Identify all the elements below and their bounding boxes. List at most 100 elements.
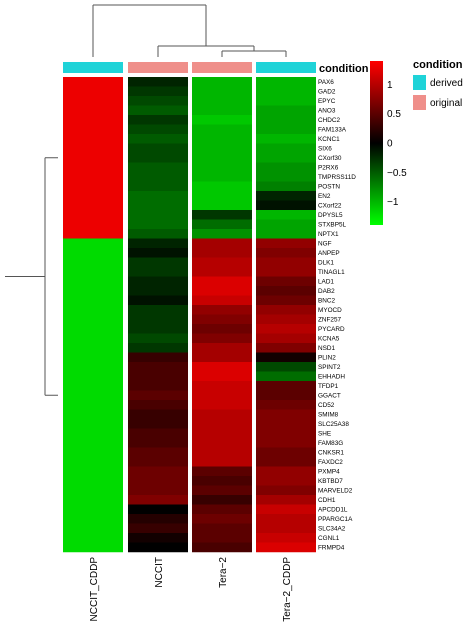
heatmap-cell [63, 257, 123, 268]
heatmap-cell [256, 105, 316, 116]
row-label: GAD2 [318, 89, 336, 96]
row-labels: PAX6 GAD2 EPYC ANO3 CHDC2 FAM133A KCNC1 SIX6 CXo… [318, 79, 356, 551]
heatmap-cell [192, 238, 252, 249]
column-label: Tera−2 [218, 557, 229, 588]
heatmap-cell [192, 96, 252, 106]
heatmap-cell [256, 324, 316, 334]
heatmap-cell [128, 124, 188, 135]
heatmap-cell [256, 305, 316, 315]
condition-legend-label: derived [430, 78, 463, 89]
heatmap-cell [256, 333, 316, 344]
heatmap-cell [128, 447, 188, 458]
heatmap-cell [256, 238, 316, 249]
heatmap-cell [63, 476, 123, 486]
colorbar-tick-label: 1 [387, 80, 393, 91]
heatmap-cell [128, 248, 188, 258]
row-label: CD52 [318, 402, 335, 409]
heatmap-cell [256, 523, 316, 534]
heatmap-cell [63, 352, 123, 363]
condition-annotation-cell [63, 62, 123, 73]
row-label: CNKSR1 [318, 450, 344, 457]
heatmap-cell [256, 248, 316, 258]
heatmap-cell [256, 86, 316, 97]
heatmap-cell [256, 267, 316, 277]
heatmap-cell [128, 390, 188, 401]
heatmap-cell [63, 428, 123, 439]
heatmap-cell [192, 219, 252, 230]
heatmap-cell [192, 200, 252, 211]
heatmap-cell [63, 314, 123, 325]
heatmap-cell [63, 172, 123, 182]
heatmap-cell [128, 286, 188, 296]
heatmap-cell [63, 324, 123, 334]
heatmap-cell [256, 200, 316, 211]
heatmap-cell [192, 248, 252, 258]
heatmap-cell [63, 504, 123, 515]
row-label: EHHADH [318, 374, 345, 381]
heatmap-cell [192, 105, 252, 116]
heatmap-cell [192, 390, 252, 401]
heatmap-cell [128, 523, 188, 534]
row-label: STXBP5L [318, 222, 347, 229]
heatmap-cell [192, 466, 252, 477]
condition-legend-label: original [430, 98, 462, 109]
heatmap-cells [63, 77, 316, 553]
row-label: KBTBD7 [318, 478, 343, 485]
heatmap-cell [63, 124, 123, 135]
heatmap-cell [128, 295, 188, 306]
heatmap-cell [192, 428, 252, 439]
column-labels: NCCIT_CDDP NCCIT Tera−2 Tera−2_CDDP [89, 557, 293, 622]
heatmap-cell [63, 295, 123, 306]
heatmap-cell [192, 134, 252, 144]
heatmap-cell [192, 191, 252, 201]
heatmap-cell [128, 210, 188, 220]
row-dendrogram [5, 157, 58, 396]
heatmap-cell [63, 343, 123, 353]
row-label: CXorf22 [318, 203, 342, 210]
heatmap-cell [256, 172, 316, 182]
heatmap-cell [128, 333, 188, 344]
heatmap-cell [128, 257, 188, 268]
heatmap-cell [192, 115, 252, 125]
heatmap-cell [256, 428, 316, 439]
heatmap-cell [128, 305, 188, 315]
heatmap-cell [192, 371, 252, 382]
heatmap-cell [192, 172, 252, 182]
row-label: KCNC1 [318, 136, 340, 143]
heatmap-cell [192, 523, 252, 534]
heatmap-cell [256, 143, 316, 154]
heatmap-cell [128, 324, 188, 334]
heatmap-cell [128, 172, 188, 182]
row-label: DAB2 [318, 288, 335, 295]
heatmap-cell [128, 96, 188, 106]
heatmap-cell [192, 438, 252, 448]
heatmap-cell [128, 143, 188, 154]
heatmap-cell [63, 267, 123, 277]
annotation-title: condition [319, 63, 369, 75]
heatmap-cell [256, 276, 316, 287]
row-label: CXorf30 [318, 155, 342, 162]
heatmap-cell [63, 419, 123, 429]
heatmap-cell [63, 485, 123, 496]
heatmap-cell [192, 457, 252, 467]
heatmap-cell [63, 115, 123, 125]
heatmap-cell [256, 362, 316, 372]
heatmap-cell [128, 466, 188, 477]
heatmap-cell [63, 105, 123, 116]
heatmap-cell [63, 542, 123, 553]
row-label: FAM133A [318, 127, 347, 134]
heatmap-cell [63, 400, 123, 410]
row-label: CGNL1 [318, 535, 340, 542]
heatmap-cell [256, 390, 316, 401]
heatmap-cell [128, 352, 188, 363]
heatmap-cell [128, 314, 188, 325]
row-label: POSTN [318, 184, 340, 191]
heatmap-cell [192, 381, 252, 391]
heatmap-cell [128, 438, 188, 448]
heatmap-cell [192, 485, 252, 496]
heatmap-cell [192, 409, 252, 420]
heatmap-cell [63, 514, 123, 524]
heatmap-cell [256, 77, 316, 87]
heatmap-cell [192, 352, 252, 363]
row-label: SHE [318, 431, 331, 438]
